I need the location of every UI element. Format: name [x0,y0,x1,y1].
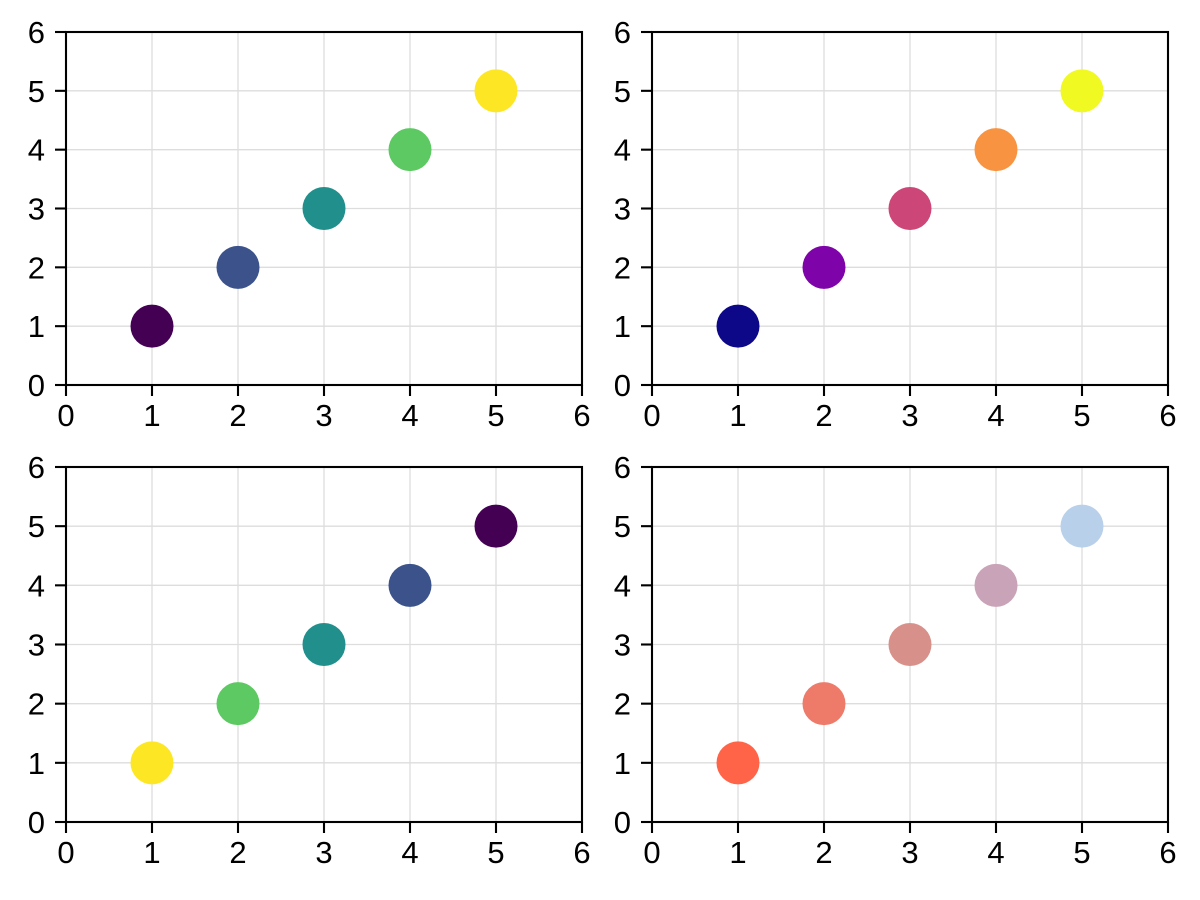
svg-text:6: 6 [614,450,631,485]
svg-text:4: 4 [614,133,631,168]
svg-text:5: 5 [1073,398,1090,433]
svg-text:3: 3 [901,835,918,870]
svg-text:5: 5 [28,74,45,109]
svg-text:6: 6 [1159,398,1176,433]
svg-text:2: 2 [28,250,45,285]
svg-text:3: 3 [901,398,918,433]
svg-text:6: 6 [1159,835,1176,870]
svg-text:6: 6 [573,835,590,870]
svg-text:4: 4 [401,835,418,870]
svg-text:2: 2 [614,250,631,285]
svg-text:1: 1 [729,835,746,870]
svg-text:0: 0 [57,398,74,433]
svg-text:1: 1 [28,309,45,344]
svg-text:2: 2 [229,835,246,870]
svg-text:1: 1 [614,309,631,344]
svg-text:3: 3 [315,398,332,433]
svg-text:0: 0 [28,368,45,403]
svg-text:4: 4 [28,133,45,168]
svg-text:0: 0 [28,805,45,840]
svg-text:3: 3 [315,835,332,870]
svg-text:0: 0 [57,835,74,870]
svg-text:5: 5 [614,509,631,544]
svg-text:0: 0 [643,398,660,433]
svg-text:6: 6 [28,450,45,485]
svg-text:6: 6 [28,15,45,50]
svg-text:6: 6 [573,398,590,433]
svg-text:5: 5 [28,509,45,544]
svg-text:1: 1 [143,398,160,433]
svg-text:0: 0 [614,368,631,403]
svg-text:0: 0 [643,835,660,870]
svg-text:6: 6 [614,15,631,50]
svg-text:3: 3 [614,192,631,227]
svg-text:4: 4 [987,835,1004,870]
svg-text:3: 3 [614,628,631,663]
svg-text:5: 5 [1073,835,1090,870]
svg-text:0: 0 [614,805,631,840]
svg-text:4: 4 [401,398,418,433]
svg-text:3: 3 [28,628,45,663]
svg-text:2: 2 [815,835,832,870]
svg-text:3: 3 [28,192,45,227]
svg-text:4: 4 [614,568,631,603]
svg-text:2: 2 [229,398,246,433]
svg-text:1: 1 [614,746,631,781]
svg-text:1: 1 [729,398,746,433]
svg-text:2: 2 [28,687,45,722]
svg-text:5: 5 [487,398,504,433]
svg-text:5: 5 [487,835,504,870]
svg-text:2: 2 [614,687,631,722]
svg-text:5: 5 [614,74,631,109]
svg-text:4: 4 [987,398,1004,433]
svg-text:1: 1 [28,746,45,781]
svg-text:2: 2 [815,398,832,433]
svg-text:4: 4 [28,568,45,603]
svg-text:1: 1 [143,835,160,870]
